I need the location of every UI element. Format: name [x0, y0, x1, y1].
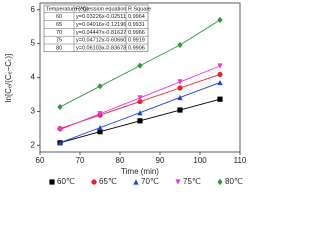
y-tick-label: 2 — [31, 140, 36, 149]
legend-label: 80℃ — [225, 177, 243, 186]
table-header: Regression equation — [76, 6, 126, 12]
table-cell: 0.9966 — [128, 30, 145, 36]
legend-label: 70℃ — [141, 177, 159, 186]
marker — [217, 178, 223, 186]
legend-label: 75℃ — [183, 177, 201, 186]
x-tick-label: 70 — [76, 156, 85, 165]
marker — [137, 62, 143, 69]
marker — [177, 107, 183, 113]
y-tick-label: 4 — [31, 73, 36, 82]
table-cell: y=0.04016x-0.12196 — [76, 22, 126, 28]
chart: Time (min) ln[Cₑ/(Cₑ−Cₜ)] 60 70 80 90 100 110… — [4, 2, 247, 186]
table-cell: 0.9906 — [128, 45, 145, 51]
marker — [57, 127, 63, 133]
table-header: Temperature (℃) — [46, 6, 88, 12]
table-cell: y=0.04447x-0.81627 — [76, 30, 126, 36]
table-cell: y=0.03226x-0.02511 — [76, 14, 126, 20]
marker — [91, 179, 97, 185]
marker — [217, 79, 223, 86]
table-cell: 70 — [56, 30, 62, 36]
x-tick-label: 110 — [234, 156, 247, 165]
marker — [177, 94, 183, 101]
y-tick-label: 6 — [31, 5, 36, 14]
table-cell: y=0.04712x-0.60660 — [76, 38, 126, 44]
legend-label: 60℃ — [57, 177, 75, 186]
regression-table: Temperature (℃)Regression equation R Squa… — [43, 4, 151, 53]
y-tick-label: 5 — [31, 39, 36, 48]
x-tick-label: 80 — [116, 156, 125, 165]
y-tick-label: 3 — [31, 106, 36, 115]
x-tick-label: 60 — [36, 156, 45, 165]
table-cell: 0.9964 — [128, 14, 145, 20]
marker — [97, 111, 103, 117]
marker — [177, 79, 183, 85]
y-axis-title: ln[Cₑ/(Cₑ−Cₜ)] — [4, 54, 13, 103]
x-tick-label: 90 — [156, 156, 165, 165]
marker — [137, 110, 143, 116]
marker — [217, 96, 223, 102]
x-tick-label: 100 — [193, 156, 207, 165]
marker — [217, 63, 223, 69]
table-cell: y=0.06103x-0.83678 — [76, 45, 126, 51]
marker — [133, 179, 139, 185]
legend-label: 65℃ — [99, 177, 117, 186]
marker — [177, 41, 183, 49]
marker — [217, 16, 223, 24]
marker — [137, 98, 143, 105]
marker — [175, 179, 181, 185]
marker — [97, 83, 103, 90]
table-cell: 60 — [56, 14, 62, 20]
marker — [97, 129, 103, 135]
marker — [57, 140, 63, 146]
table-cell: 0.9919 — [128, 38, 145, 44]
marker — [137, 95, 143, 101]
marker — [177, 85, 183, 91]
x-axis-title: Time (min) — [121, 167, 159, 176]
table-header: R Square — [128, 6, 151, 12]
marker — [97, 125, 103, 131]
marker — [137, 118, 143, 124]
table-cell: 75 — [56, 38, 62, 44]
table-cell: 65 — [56, 22, 62, 28]
marker — [217, 71, 223, 78]
table-cell: 0.9931 — [128, 22, 145, 28]
marker — [57, 103, 63, 111]
marker — [49, 179, 55, 185]
table-cell: 80 — [56, 45, 62, 51]
